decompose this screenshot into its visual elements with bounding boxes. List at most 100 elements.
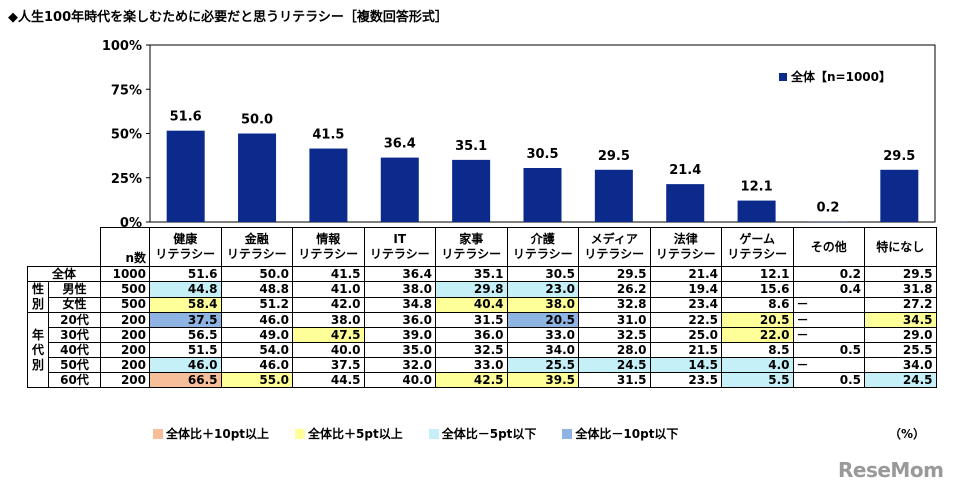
value-cell: 25.5 [864,342,937,358]
value-cell: 36.4 [363,266,436,282]
n-cell: 500 [100,281,150,298]
value-cell: 46.0 [149,357,222,373]
value-cell: 32.5 [578,327,651,343]
category-header: メディア リテラシー [578,227,651,267]
value-cell: 46.0 [220,312,293,328]
legend-item-dn5: 全体比－5pt以下 [428,427,536,441]
unit-label: （%） [889,427,926,441]
value-cell: 14.5 [649,357,722,373]
value-cell: 23.0 [506,281,579,298]
value-cell: 8.5 [721,342,794,358]
value-cell: 4.0 [721,357,794,373]
value-cell: 38.0 [363,281,436,298]
data-label: 41.5 [312,128,344,143]
table-row: 30代 200 56.5 49.0 47.5 39.0 36.0 33.0 32.5 25.0 22… [28,327,937,343]
value-cell: － [792,312,865,328]
data-label: 35.1 [455,139,487,154]
value-cell: 25.5 [506,357,579,373]
row-label: 全体 [27,266,101,282]
legend-item-up10: 全体比＋10pt以上 [153,427,269,441]
value-cell: 22.0 [721,327,794,343]
category-header: IT リテラシー [363,227,436,267]
value-cell: 15.6 [721,281,794,298]
value-cell: 31.0 [578,312,651,328]
value-cell: 41.0 [292,281,365,298]
value-cell: 0.5 [792,372,865,388]
data-label: 29.5 [598,149,630,164]
value-cell: 20.5 [506,312,579,328]
value-cell: 29.0 [864,327,937,343]
value-cell: 37.5 [292,357,365,373]
bar [238,133,277,222]
bar [666,184,705,222]
row-label: 40代 [48,342,101,358]
legend-swatch [153,429,163,439]
value-cell: 35.1 [435,266,508,282]
value-cell: 49.0 [220,327,293,343]
data-label: 21.4 [669,163,701,178]
value-cell: 38.0 [506,296,579,313]
table-row: 40代 200 51.5 54.0 40.0 35.0 32.5 34.0 28.0 21.5 8.… [28,342,937,358]
value-cell: 47.5 [292,327,365,343]
value-cell: 34.0 [864,357,937,373]
legend-swatch [562,429,573,439]
y-tick-label: 50% [111,128,142,143]
value-cell: 32.0 [363,357,436,373]
legend-label: 全体比＋5pt以上 [308,427,403,441]
y-tick-label: 75% [111,83,142,98]
data-label: 50.0 [241,113,273,128]
bar-chart: 0% 25% 50% 75% 100% 51.6 50.0 41.5 36.4 35.1 30.5 2… [102,39,936,230]
table-row: 60代 200 66.5 55.0 44.5 40.0 42.5 39.5 31.5 23.5 5.… [28,372,937,388]
legend-label: 全体比－10pt以下 [575,427,679,441]
value-cell: 33.0 [506,327,579,343]
legend-label: 全体比＋10pt以上 [166,427,270,441]
data-label: 36.4 [384,137,416,152]
row-label: 30代 [48,327,101,343]
value-cell: 54.0 [220,342,293,358]
value-cell: 26.2 [578,281,651,298]
table-row: 性別男性 500 44.8 48.8 41.0 38.0 29.8 23.0 26.2 19.4 1… [27,281,937,313]
highlight-legend: 全体比＋10pt以上 全体比＋5pt以上 全体比－5pt以下 全体比－10pt以下 [153,425,704,442]
value-cell: 40.4 [435,296,508,313]
value-cell: 40.0 [292,342,365,358]
value-cell: 25.0 [649,327,722,343]
value-cell: 42.5 [435,372,508,388]
value-cell: 41.5 [292,266,365,282]
n-cell: 200 [100,327,150,343]
data-label: 30.5 [526,147,558,162]
n-header: n数 [100,227,150,267]
group-label: 年代別 [27,312,49,388]
n-cell: 200 [100,357,150,373]
bar [594,169,633,222]
bar [880,169,919,222]
value-cell: 22.5 [649,312,722,328]
value-cell: 33.0 [435,357,508,373]
value-cell: 30.5 [506,266,579,282]
value-cell: 5.5 [721,372,794,388]
n-cell: 200 [100,342,150,358]
category-header: 特になし [864,227,937,267]
n-cell: 500 [100,296,150,313]
value-cell: 0.5 [792,342,865,358]
value-cell: 51.2 [220,296,293,313]
value-cell: 31.8 [864,281,937,298]
chart-title: ◆人生100年時代を楽しむために必要だと思うリテラシー［複数回答形式］ [8,10,448,25]
value-cell: 23.5 [649,372,722,388]
value-cell: 36.0 [435,327,508,343]
data-label: 0.2 [816,201,839,216]
value-cell: 44.8 [149,281,222,298]
value-cell: 35.0 [363,342,436,358]
row-label: 20代 [48,312,101,328]
bar [452,159,491,222]
value-cell: 46.0 [220,357,293,373]
value-cell: 24.5 [864,372,937,388]
value-cell: 34.0 [506,342,579,358]
value-cell: 0.4 [792,281,865,298]
n-cell: 200 [100,312,150,328]
data-table: n数 健康 リテラシー 金融 リテラシー 情報 リテラシー IT リテラシー 家事 リテラシー 介護リ… [27,227,937,388]
category-header: 家事 リテラシー [435,227,508,267]
value-cell: 32.8 [578,296,651,313]
data-label: 51.6 [170,110,202,125]
legend-item-up5: 全体比＋5pt以上 [295,427,403,441]
value-cell: 66.5 [149,372,222,388]
